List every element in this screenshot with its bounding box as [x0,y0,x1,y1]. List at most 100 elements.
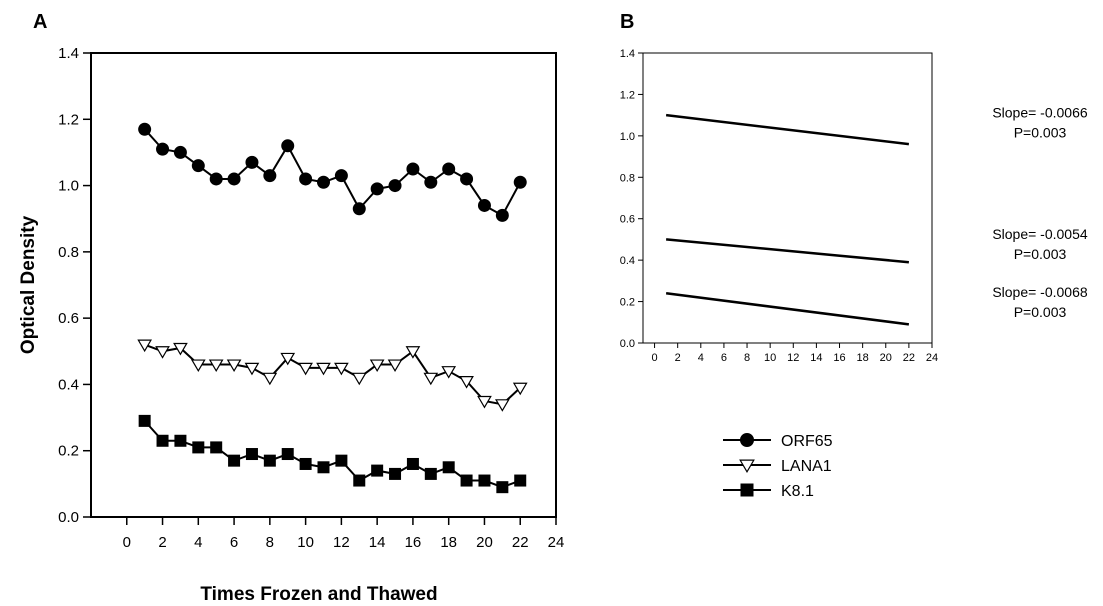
data-point-k81 [460,474,473,487]
panel-b-plot-frame [642,52,933,344]
x-tick-label: 24 [548,534,565,551]
data-point-orf65 [227,172,241,186]
data-point-lana1 [190,359,206,373]
data-point-k81 [496,481,509,494]
data-point-orf65 [173,145,187,159]
data-point-k81 [174,434,187,447]
data-point-orf65 [495,208,509,222]
series-line-k81 [143,420,521,489]
y-tick-label: 0.8 [620,172,635,184]
y-tick-label: 0.0 [620,338,635,350]
slope-label: Slope= -0.0068 [992,284,1088,300]
data-point-orf65 [281,139,295,153]
data-point-k81 [335,454,348,467]
y-tick-label: 0.8 [58,244,79,261]
data-point-lana1 [477,395,492,409]
data-point-lana1 [334,362,349,376]
data-point-lana1 [244,362,260,376]
panel-b-y-axis: 0.0 0.2 0.4 0.6 0.8 1.0 1.2 1.4 [620,48,643,350]
data-point-k81 [299,457,312,470]
panel-a-label: A [33,11,47,33]
panel-a-x-axis: 0 2 4 6 8 10 12 14 16 18 20 22 24 [123,517,565,551]
data-point-orf65 [156,142,170,156]
y-tick-label: 1.0 [620,131,635,143]
data-point-orf65 [352,202,366,216]
data-point-orf65 [209,172,223,186]
panel-a-y-axis: 0.0 0.2 0.4 0.6 0.8 1.0 1.2 1.4 [58,45,91,526]
data-point-k81 [389,467,402,480]
x-tick-label: 0 [123,534,131,551]
series-line-orf65 [143,128,522,217]
data-point-k81 [514,474,527,487]
data-point-k81 [138,414,151,427]
x-tick-label: 14 [810,352,822,364]
data-point-orf65 [245,155,259,169]
x-tick-label: 20 [476,534,493,551]
x-axis-title: Times Frozen and Thawed [200,584,437,605]
data-point-lana1 [155,346,170,359]
legend: ORF65 LANA1 K8.1 [723,433,833,500]
legend-marker-orf65 [740,433,754,447]
data-point-k81 [424,467,437,480]
data-point-lana1 [226,359,242,373]
slope-label: Slope= -0.0054 [992,226,1088,242]
legend-marker-lana1 [739,459,755,474]
y-tick-label: 0.4 [620,255,635,267]
x-tick-label: 10 [297,534,314,551]
y-axis-title: Optical Density [18,215,39,354]
x-tick-label: 2 [158,534,166,551]
legend-label-lana1: LANA1 [781,458,832,475]
y-tick-label: 0.2 [58,443,79,460]
data-point-orf65 [138,122,152,136]
data-point-lana1 [459,376,474,389]
data-point-k81 [228,454,241,467]
y-tick-label: 0.2 [620,297,635,309]
data-point-lana1 [173,342,188,356]
data-point-lana1 [298,362,313,376]
legend-label-orf65: ORF65 [781,433,833,450]
data-point-lana1 [512,382,528,396]
data-point-orf65 [388,179,402,193]
panel-b-series [665,113,910,326]
x-tick-label: 4 [194,534,202,551]
p-value-label: P=0.003 [1014,304,1067,320]
x-tick-label: 6 [721,352,727,364]
x-tick-label: 12 [787,352,799,364]
data-point-orf65 [299,172,313,186]
data-point-k81 [478,474,491,487]
data-point-orf65 [334,169,348,183]
legend-marker-k81 [740,483,754,497]
data-point-k81 [353,474,366,487]
x-tick-label: 16 [405,534,422,551]
data-point-k81 [281,448,294,461]
x-tick-label: 4 [698,352,704,364]
y-tick-label: 1.4 [620,48,635,60]
regression-line [666,238,909,264]
x-tick-label: 18 [440,534,457,551]
data-point-k81 [263,454,276,467]
y-tick-label: 1.0 [58,178,79,195]
data-point-lana1 [405,346,421,359]
data-point-k81 [317,461,330,474]
data-point-orf65 [424,175,438,189]
data-point-lana1 [280,352,296,366]
data-point-lana1 [441,366,457,379]
data-point-k81 [192,441,205,454]
panel-b-x-axis: 0 2 4 6 8 10 12 14 16 18 20 22 24 [651,343,938,364]
data-point-orf65 [317,175,330,189]
x-tick-label: 0 [651,352,657,364]
y-tick-label: 0.6 [620,214,635,226]
x-tick-label: 16 [833,352,845,364]
data-point-lana1 [262,372,278,386]
data-point-k81 [371,464,384,477]
data-point-lana1 [137,339,152,353]
data-point-orf65 [477,198,491,212]
p-value-label: P=0.003 [1014,125,1067,141]
data-point-lana1 [316,362,331,376]
data-point-orf65 [513,175,527,189]
regression-line [665,113,910,146]
data-point-k81 [210,441,223,454]
data-point-k81 [156,434,169,447]
x-tick-label: 8 [266,534,274,551]
